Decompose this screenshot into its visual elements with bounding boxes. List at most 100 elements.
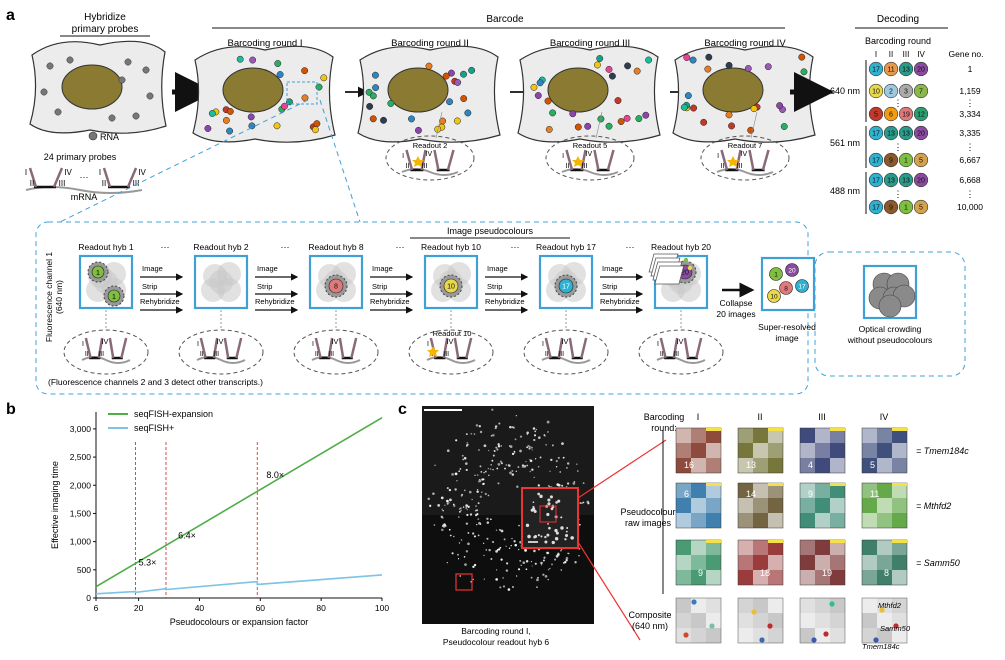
tile-pixel — [862, 428, 877, 443]
micro-spot — [495, 529, 498, 531]
micro-spot — [465, 433, 468, 436]
tile-scale — [892, 540, 907, 543]
fold-annotation: 8.0× — [266, 470, 284, 480]
probe-label-I: I — [542, 341, 544, 348]
rna-dot — [534, 92, 542, 99]
composite-frame — [861, 597, 908, 644]
rna-label: RNA — [100, 132, 119, 142]
probe-label-I: I — [657, 341, 659, 348]
micro-spot — [479, 495, 482, 498]
micro-spot — [537, 576, 539, 579]
inset-spot — [537, 492, 541, 496]
micro-spot — [533, 549, 536, 553]
micro-spot — [537, 465, 540, 468]
code-number: 5 — [919, 158, 923, 165]
micro-spot — [566, 462, 570, 465]
composite-pixel — [691, 628, 706, 643]
micro-spot — [560, 569, 563, 571]
micro-spot — [473, 535, 476, 538]
micro-spot — [492, 454, 495, 457]
probe-label-IV: IV — [332, 339, 339, 346]
tile-pixel — [830, 483, 845, 498]
micro-spot — [515, 414, 518, 417]
probe-ellipse — [293, 329, 379, 375]
micro-spot — [530, 576, 533, 579]
gene-ellipsis: ⋮ — [966, 142, 975, 152]
rna-dot — [617, 118, 625, 125]
rna-dot — [635, 115, 643, 123]
micro-spot — [440, 515, 444, 519]
probe-label-I: I — [197, 341, 199, 348]
micro-spot — [483, 444, 487, 448]
hyb-dots: ··· — [161, 242, 170, 252]
rna-dot — [387, 100, 395, 107]
tile-pixel — [862, 540, 877, 555]
probe-label-III: III — [328, 351, 334, 358]
rna-dot — [530, 83, 538, 91]
legend-label-2: seqFISH+ — [134, 423, 174, 433]
micro-spot — [446, 502, 449, 505]
rna-dot — [208, 110, 216, 117]
rna-dot — [446, 98, 454, 106]
micro-spot — [488, 449, 490, 452]
micro-spot — [477, 502, 480, 505]
micro-spot — [534, 458, 537, 460]
micro-spot — [545, 444, 547, 446]
badge-number: 17 — [562, 284, 570, 291]
micro-spot — [546, 420, 550, 424]
super-resolved-2: image — [775, 333, 798, 343]
micro-spot — [454, 472, 458, 476]
probe-label-IV: IV — [217, 339, 224, 346]
micro-spot — [489, 468, 492, 470]
micro-spot — [482, 478, 485, 481]
hyb-dots: ··· — [281, 242, 290, 252]
tile-pixel — [877, 428, 892, 443]
composite-dot — [873, 637, 879, 643]
tile-frame — [737, 539, 784, 586]
probe-arm — [405, 149, 414, 171]
tile-pixel — [738, 540, 753, 555]
fluor-star — [727, 156, 739, 167]
composite-pixel — [862, 613, 877, 628]
micro-spot — [507, 588, 511, 591]
inset-spot — [555, 501, 558, 504]
rna-dot — [776, 102, 784, 110]
tile-pixel — [753, 555, 768, 570]
inset-spot — [532, 501, 535, 503]
raw-label-1: Pseudocolour — [620, 507, 675, 517]
step-strip: Strip — [372, 282, 387, 291]
inset-spot — [546, 512, 550, 517]
readout-10-label: Readout 10 — [433, 329, 472, 338]
composite-label-1: Composite — [628, 610, 671, 620]
code-circle — [883, 199, 899, 215]
zoom-line-right — [319, 99, 361, 223]
tile-pixel — [862, 458, 877, 473]
composite-dot — [683, 632, 689, 638]
micro-spot — [472, 532, 475, 535]
code-number: 3 — [904, 89, 908, 96]
stack-dot — [687, 265, 693, 271]
composite-pixel — [676, 598, 691, 613]
mrna-strand — [426, 356, 476, 364]
tile-frame — [675, 427, 722, 474]
micro-spot — [508, 547, 511, 549]
x-tick-label: 40 — [195, 603, 205, 613]
code-circle — [868, 172, 884, 188]
gene-ellipsis: ⋮ — [966, 98, 975, 108]
code-circle — [913, 152, 929, 168]
tile-pixel — [706, 498, 721, 513]
rna-dot — [780, 123, 788, 130]
tile-scale — [768, 540, 783, 543]
inset-spot — [547, 498, 551, 502]
tile-pixel — [706, 458, 721, 473]
tile-pixel — [800, 540, 815, 555]
inset-spot — [549, 495, 553, 499]
super-badge — [767, 289, 781, 303]
super-badge-number: 10 — [770, 294, 778, 301]
tile-pixel — [768, 540, 783, 555]
probe-label-III: III — [98, 351, 104, 358]
composite-dot — [759, 637, 765, 643]
micro-spot — [464, 563, 467, 566]
micro-caption-2: Pseudocolour readout hyb 6 — [443, 637, 550, 647]
